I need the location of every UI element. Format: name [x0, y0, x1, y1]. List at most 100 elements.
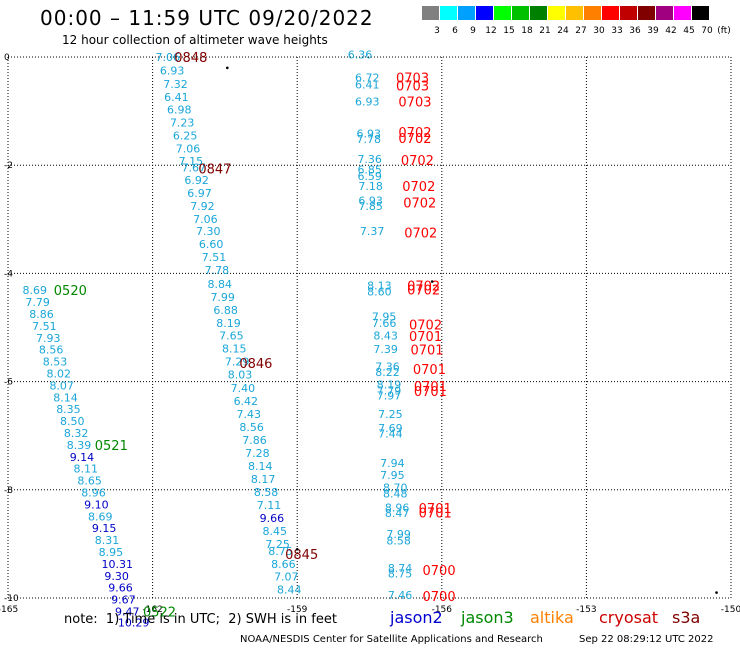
y-tick-label: 0: [4, 53, 10, 63]
wave-height-value: 8.22: [375, 366, 400, 379]
wave-height-value: 9.67: [111, 594, 136, 607]
pass-time-label: 0702: [398, 126, 431, 141]
legend-cryosat: cryosat: [599, 608, 659, 627]
wave-height-value: 8.13: [367, 279, 392, 292]
wave-height-value: 6.98: [167, 103, 192, 116]
wave-height-value: 8.70: [383, 482, 408, 495]
wave-height-value: 8.14: [53, 391, 78, 404]
wave-height-value: 8.69: [22, 284, 47, 297]
wave-height-value: 6.25: [173, 129, 198, 142]
wave-height-value: 7.99: [386, 528, 411, 541]
legend-value: 30: [593, 26, 605, 36]
y-tick-label: -10: [4, 594, 19, 604]
wave-height-value: 6.93: [356, 127, 381, 140]
wave-height-value: 8.03: [228, 369, 253, 382]
x-tick-label: -153: [576, 605, 596, 615]
y-tick-label: -6: [4, 378, 13, 388]
wave-height-value: 7.79: [25, 296, 49, 309]
legend-swatch: [458, 6, 475, 20]
y-tick-label: -2: [4, 161, 13, 171]
legend-jason2: jason2: [390, 608, 443, 627]
y-tick-label: -8: [4, 486, 13, 496]
wave-height-value: 7.36: [357, 153, 382, 166]
wave-height-value: 10.31: [102, 558, 133, 571]
pass-time-label: 0702: [401, 154, 434, 169]
wave-height-value: 9.66: [108, 582, 133, 595]
wave-height-value: 8.96: [385, 502, 410, 515]
wave-height-value: 7.40: [231, 382, 256, 395]
wave-height-value: 8.19: [216, 317, 241, 330]
legend-value: 42: [665, 26, 677, 36]
wave-height-value: 10.29: [118, 616, 149, 629]
wave-height-value: 9.14: [70, 451, 95, 464]
wave-height-value: 6.41: [355, 79, 380, 92]
wave-height-value: 6.93: [358, 194, 383, 207]
wave-height-value: 8.66: [271, 558, 296, 571]
pass-time-label: 0848: [174, 51, 207, 66]
pass-time-label: 0702: [398, 132, 431, 147]
pass-time-label: 0701: [413, 363, 446, 378]
wave-height-value: 8.17: [251, 473, 275, 486]
pass-time-label: 0701: [414, 385, 447, 400]
pass-time-label: 0845: [285, 548, 318, 563]
legend-value: 9: [470, 26, 476, 36]
wave-height-value: 8.48: [383, 488, 408, 501]
legend-swatch: [674, 6, 691, 20]
wave-height-value: 7.32: [163, 78, 188, 91]
wave-height-value: 7.07: [274, 570, 299, 583]
legend-value: 27: [575, 26, 587, 36]
pass-time-label: 0701: [414, 380, 447, 395]
wave-height-value: 7.06: [176, 142, 201, 155]
wave-height-value: 7.99: [210, 291, 235, 304]
wave-height-value: 8.11: [74, 463, 99, 476]
wave-height-value: 8.43: [373, 330, 398, 343]
legend-swatch: [476, 6, 493, 20]
wave-height-value: 6.72: [355, 72, 380, 85]
legend-swatch: [530, 6, 547, 20]
pass-time-label: 0846: [239, 357, 272, 372]
wave-height-value: 6.36: [348, 48, 373, 61]
pass-time-label: 0702: [403, 197, 436, 212]
island-mark: [226, 66, 229, 70]
pass-time-label: 0701: [409, 330, 442, 345]
pass-time-label: 0702: [409, 318, 442, 333]
x-tick-label: -156: [432, 605, 453, 615]
legend-value: 33: [611, 26, 623, 36]
wave-height-value: 7.36: [375, 360, 400, 373]
wave-height-value: 7.28: [245, 447, 269, 460]
legend-value: 18: [521, 26, 533, 36]
wave-height-value: 6.59: [357, 170, 382, 183]
wave-height-value: 8.50: [60, 415, 85, 428]
y-tick-label: -4: [4, 269, 13, 279]
legend-value: 12: [485, 26, 497, 36]
island-mark: [430, 280, 434, 283]
wave-height-value: 7.79: [377, 384, 402, 397]
island-mark: [295, 548, 299, 551]
generation-timestamp: Sep 22 08:29:12 UTC 2022: [579, 634, 714, 645]
pass-time-label: 0520: [54, 284, 87, 299]
wave-height-value: 7.29: [225, 356, 250, 369]
legend-swatch: [602, 6, 619, 20]
wave-height-value: 8.02: [47, 367, 71, 380]
wave-height-value: 8.19: [377, 378, 402, 391]
page-subtitle: 12 hour collection of altimeter wave hei…: [62, 33, 328, 47]
legend-swatch: [638, 6, 655, 20]
pass-time-label: 0701: [419, 507, 452, 522]
wave-height-value: 8.56: [239, 421, 263, 434]
x-tick-label: -165: [0, 605, 18, 615]
legend-swatch: [422, 6, 439, 20]
legend-unit: (ft): [717, 26, 731, 36]
wave-height-value: 7.86: [242, 434, 267, 447]
pass-time-label: 0521: [95, 439, 128, 454]
wave-height-value: 8.56: [39, 344, 64, 357]
legend-value: 70: [701, 26, 713, 36]
wave-height-value: 8.95: [99, 546, 124, 559]
wave-height-value: 9.10: [84, 498, 109, 511]
pass-time-label: 0522: [143, 606, 176, 621]
wave-height-value: 7.51: [32, 320, 57, 333]
wave-height-value: 6.60: [199, 238, 224, 251]
wave-height-value: 8.14: [248, 460, 273, 473]
wave-height-value: 8.31: [95, 534, 120, 547]
wave-height-value: 8.75: [388, 568, 413, 581]
